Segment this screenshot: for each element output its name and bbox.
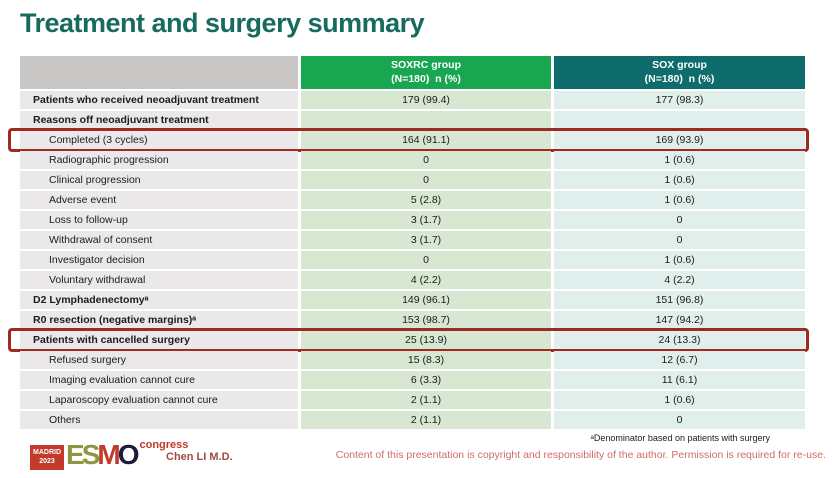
table-row: Adverse event 5 (2.8) 1 (0.6) — [20, 191, 805, 209]
sox-value: 24 (13.3) — [554, 331, 805, 349]
esmo-letter: E — [66, 439, 85, 470]
header-soxrc-title: SOXRC group — [391, 58, 461, 71]
row-label: Withdrawal of consent — [20, 231, 298, 249]
sox-value: 147 (94.2) — [554, 311, 805, 329]
table-row: Withdrawal of consent 3 (1.7) 0 — [20, 231, 805, 249]
soxrc-value: 164 (91.1) — [301, 131, 551, 149]
table-row: Reasons off neoadjuvant treatment — [20, 111, 805, 129]
table-row: R0 resection (negative margins)ᵃ 153 (98.… — [20, 311, 805, 329]
soxrc-value: 3 (1.7) — [301, 231, 551, 249]
soxrc-value: 2 (1.1) — [301, 391, 551, 409]
row-label: Imaging evaluation cannot cure — [20, 371, 298, 389]
row-label: Adverse event — [20, 191, 298, 209]
soxrc-value — [301, 111, 551, 129]
table-row: Others 2 (1.1) 0 — [20, 411, 805, 429]
table-row: Refused surgery 15 (8.3) 12 (6.7) — [20, 351, 805, 369]
soxrc-value: 25 (13.9) — [301, 331, 551, 349]
header-label-spacer — [20, 56, 298, 89]
sox-value: 1 (0.6) — [554, 391, 805, 409]
row-label: Investigator decision — [20, 251, 298, 269]
sox-value: 177 (98.3) — [554, 91, 805, 109]
soxrc-value: 0 — [301, 171, 551, 189]
madrid-2023-badge: MADRID 2023 — [30, 445, 64, 470]
row-label: Completed (3 cycles) — [20, 131, 298, 149]
esmo-letter: S — [81, 439, 101, 470]
soxrc-value: 179 (99.4) — [301, 91, 551, 109]
header-sox-group: SOX group (N=180) n (%) — [554, 56, 805, 89]
table-row: Laparoscopy evaluation cannot cure 2 (1.1… — [20, 391, 805, 409]
esmo-wordmark: ESMO — [66, 439, 140, 470]
esmo-congress-logo: MADRID 2023 ESMO congress — [30, 437, 188, 470]
page-title: Treatment and surgery summary — [20, 8, 425, 38]
soxrc-value: 2 (1.1) — [301, 411, 551, 429]
sox-value: 0 — [554, 411, 805, 429]
congress-label: congress — [139, 439, 189, 451]
sox-value: 1 (0.6) — [554, 251, 805, 269]
soxrc-value: 0 — [301, 151, 551, 169]
esmo-letter: O — [117, 439, 140, 470]
summary-table: SOXRC group (N=180) n (%) SOX group (N=1… — [8, 56, 809, 431]
table-row: Clinical progression 0 1 (0.6) — [20, 171, 805, 189]
copyright-notice: Content of this presentation is copyrigh… — [335, 449, 826, 461]
table-row: Loss to follow-up 3 (1.7) 0 — [20, 211, 805, 229]
header-soxrc-group: SOXRC group (N=180) n (%) — [301, 56, 551, 89]
sox-value: 169 (93.9) — [554, 131, 805, 149]
row-label: Laparoscopy evaluation cannot cure — [20, 391, 298, 409]
row-label: Voluntary withdrawal — [20, 271, 298, 289]
row-label: Patients with cancelled surgery — [20, 331, 298, 349]
soxrc-value: 5 (2.8) — [301, 191, 551, 209]
row-label: Clinical progression — [20, 171, 298, 189]
header-sox-title: SOX group — [652, 58, 707, 71]
table-footnote: ᵃDenominator based on patients with surg… — [590, 433, 770, 443]
sox-value: 0 — [554, 211, 805, 229]
row-label: Radiographic progression — [20, 151, 298, 169]
sox-value: 11 (6.1) — [554, 371, 805, 389]
sox-value — [554, 111, 805, 129]
row-label: Refused surgery — [20, 351, 298, 369]
esmo-letter: M — [97, 439, 120, 470]
row-label: R0 resection (negative margins)ᵃ — [20, 311, 298, 329]
sox-value: 151 (96.8) — [554, 291, 805, 309]
soxrc-value: 3 (1.7) — [301, 211, 551, 229]
sox-value: 1 (0.6) — [554, 151, 805, 169]
table-row: Radiographic progression 0 1 (0.6) — [20, 151, 805, 169]
table-row: Patients who received neoadjuvant treatm… — [20, 91, 805, 109]
row-label: Others — [20, 411, 298, 429]
table-row: Imaging evaluation cannot cure 6 (3.3) 11 … — [20, 371, 805, 389]
presenter-name: Chen LI M.D. — [166, 451, 233, 463]
row-label: Reasons off neoadjuvant treatment — [20, 111, 298, 129]
sox-value: 1 (0.6) — [554, 191, 805, 209]
badge-year: 2023 — [39, 457, 55, 465]
table-row: Voluntary withdrawal 4 (2.2) 4 (2.2) — [20, 271, 805, 289]
sox-value: 1 (0.6) — [554, 171, 805, 189]
table-row: Patients with cancelled surgery 25 (13.9)… — [8, 328, 809, 352]
soxrc-value: 149 (96.1) — [301, 291, 551, 309]
table-row: Completed (3 cycles) 164 (91.1) 169 (93.9) — [8, 128, 809, 152]
sox-value: 12 (6.7) — [554, 351, 805, 369]
row-label: Patients who received neoadjuvant treatm… — [20, 91, 298, 109]
table-body: Patients who received neoadjuvant treatm… — [8, 91, 809, 429]
sox-value: 4 (2.2) — [554, 271, 805, 289]
table-row: Investigator decision 0 1 (0.6) — [20, 251, 805, 269]
soxrc-value: 6 (3.3) — [301, 371, 551, 389]
header-soxrc-subtitle: (N=180) n (%) — [391, 72, 461, 85]
soxrc-value: 153 (98.7) — [301, 311, 551, 329]
row-label: D2 Lymphadenectomyᵃ — [20, 291, 298, 309]
header-sox-subtitle: (N=180) n (%) — [644, 72, 715, 85]
soxrc-value: 4 (2.2) — [301, 271, 551, 289]
soxrc-value: 15 (8.3) — [301, 351, 551, 369]
badge-city: MADRID — [33, 448, 61, 456]
table-row: D2 Lymphadenectomyᵃ 149 (96.1) 151 (96.8) — [20, 291, 805, 309]
sox-value: 0 — [554, 231, 805, 249]
table-header-row: SOXRC group (N=180) n (%) SOX group (N=1… — [20, 56, 805, 89]
row-label: Loss to follow-up — [20, 211, 298, 229]
soxrc-value: 0 — [301, 251, 551, 269]
